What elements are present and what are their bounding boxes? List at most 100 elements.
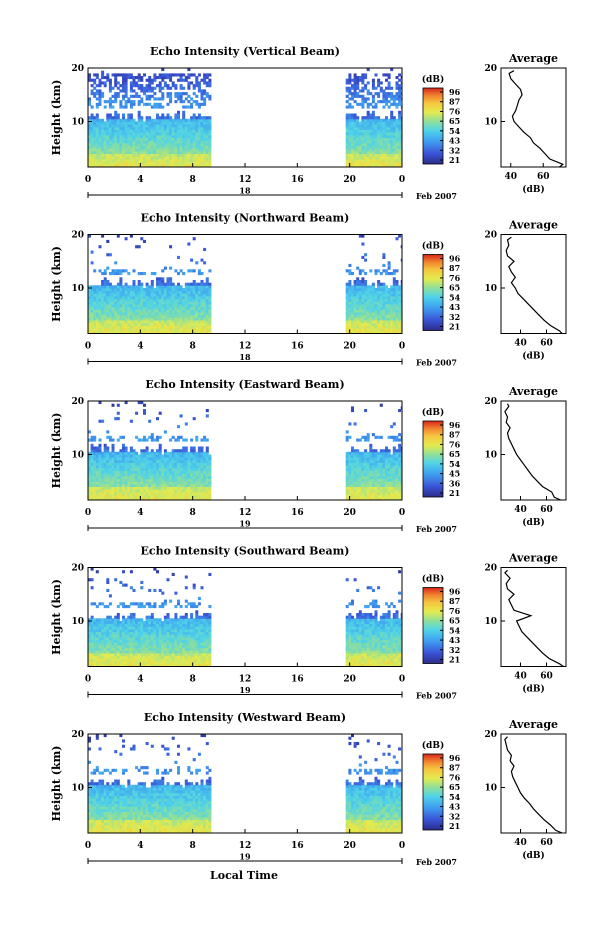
heatmap-cell bbox=[351, 138, 354, 141]
heatmap-cell bbox=[130, 312, 133, 315]
heatmap-cell bbox=[375, 291, 378, 294]
heatmap-cell bbox=[109, 103, 112, 106]
heatmap-cell bbox=[361, 288, 364, 291]
heatmap-cell bbox=[106, 326, 109, 329]
heatmap-cell bbox=[187, 119, 190, 122]
heatmap-cell bbox=[112, 312, 115, 315]
heatmap-cell bbox=[346, 455, 349, 458]
heatmap-cell bbox=[153, 320, 156, 323]
heatmap-cell bbox=[367, 481, 370, 484]
heatmap-cell bbox=[367, 315, 370, 318]
heatmap-cell bbox=[377, 304, 380, 307]
heatmap-cell bbox=[180, 489, 183, 492]
heatmap-cell bbox=[112, 447, 115, 450]
heatmap-cell bbox=[143, 156, 146, 159]
heatmap-cell bbox=[354, 73, 357, 76]
heatmap-cell bbox=[398, 471, 401, 474]
heatmap-cell bbox=[122, 489, 125, 492]
heatmap-cell bbox=[143, 436, 146, 439]
heatmap-cell bbox=[106, 323, 109, 326]
heatmap-cell bbox=[206, 414, 209, 417]
heatmap-cell bbox=[393, 323, 396, 326]
heatmap-cell bbox=[122, 135, 125, 138]
heatmap-cell bbox=[127, 452, 130, 455]
heatmap-cell bbox=[351, 468, 354, 471]
heatmap-cell bbox=[203, 116, 206, 119]
heatmap-cell bbox=[117, 138, 120, 141]
heatmap-cell bbox=[146, 124, 149, 127]
heatmap-cell bbox=[96, 84, 99, 87]
heatmap-cell bbox=[203, 481, 206, 484]
heatmap-cell bbox=[135, 92, 138, 95]
heatmap-cell bbox=[351, 127, 354, 130]
heatmap-cell bbox=[153, 293, 156, 296]
heatmap-cell bbox=[164, 135, 167, 138]
heatmap-cell bbox=[382, 156, 385, 159]
heatmap-cell bbox=[104, 269, 107, 272]
heatmap-cell bbox=[369, 116, 372, 119]
heatmap-cell bbox=[190, 439, 193, 442]
heatmap-cell bbox=[148, 293, 151, 296]
heatmap-cell bbox=[348, 293, 351, 296]
heatmap-cell bbox=[390, 138, 393, 141]
heatmap-cell bbox=[354, 138, 357, 141]
heatmap-cell bbox=[161, 323, 164, 326]
heatmap-cell bbox=[396, 471, 399, 474]
heatmap-cell bbox=[106, 457, 109, 460]
heatmap-cell bbox=[164, 481, 167, 484]
heatmap-cell bbox=[369, 154, 372, 157]
heatmap-cell bbox=[127, 304, 130, 307]
heatmap-cell bbox=[385, 471, 388, 474]
heatmap-cell bbox=[172, 476, 175, 479]
heatmap-cell bbox=[398, 479, 401, 482]
heatmap-cell bbox=[143, 409, 146, 412]
heatmap-cell bbox=[140, 439, 143, 442]
heatmap-cell bbox=[359, 309, 362, 312]
heatmap-cell bbox=[104, 154, 107, 157]
heatmap-cell bbox=[125, 492, 128, 495]
heatmap-cell bbox=[393, 293, 396, 296]
heatmap-cell bbox=[138, 114, 141, 117]
heatmap-cell bbox=[193, 479, 196, 482]
heatmap-cell bbox=[153, 103, 156, 106]
heatmap-cell bbox=[112, 455, 115, 458]
heatmap-cell bbox=[208, 148, 211, 151]
heatmap-cell bbox=[101, 632, 104, 635]
heatmap-cell bbox=[148, 156, 151, 159]
heatmap-cell bbox=[104, 299, 107, 302]
heatmap-cell bbox=[91, 468, 94, 471]
heatmap-cell bbox=[143, 127, 146, 130]
heatmap-cell bbox=[151, 89, 154, 92]
heatmap-cell bbox=[122, 143, 125, 146]
colorbar-tick-label: 21 bbox=[449, 155, 460, 165]
heatmap-cell bbox=[174, 146, 177, 149]
heatmap-cell bbox=[125, 455, 128, 458]
heatmap-cell bbox=[172, 487, 175, 490]
heatmap-cell bbox=[174, 449, 177, 452]
heatmap-cell bbox=[99, 288, 102, 291]
heatmap-cell bbox=[351, 159, 354, 162]
heatmap-cell bbox=[93, 457, 96, 460]
heatmap-cell bbox=[193, 127, 196, 130]
heatmap-cell bbox=[114, 132, 117, 135]
heatmap-cell bbox=[198, 304, 201, 307]
heatmap-cell bbox=[101, 148, 104, 151]
day-label: 18 bbox=[239, 352, 251, 362]
heatmap-cell bbox=[153, 492, 156, 495]
heatmap-cell bbox=[182, 100, 185, 103]
heatmap-cell bbox=[127, 301, 130, 304]
average-title: Average bbox=[508, 385, 558, 398]
heatmap-cell bbox=[135, 323, 138, 326]
heatmap-cell bbox=[104, 81, 107, 84]
heatmap-cell bbox=[396, 460, 399, 463]
heatmap-cell bbox=[182, 301, 185, 304]
heatmap-cell bbox=[167, 323, 170, 326]
heatmap-cell bbox=[104, 293, 107, 296]
heatmap-cell bbox=[119, 269, 122, 272]
heatmap-cell bbox=[93, 304, 96, 307]
heatmap-cell bbox=[361, 468, 364, 471]
heatmap-cell bbox=[396, 326, 399, 329]
heatmap-cell bbox=[143, 455, 146, 458]
heatmap-cell bbox=[146, 135, 149, 138]
heatmap-cell bbox=[109, 114, 112, 117]
